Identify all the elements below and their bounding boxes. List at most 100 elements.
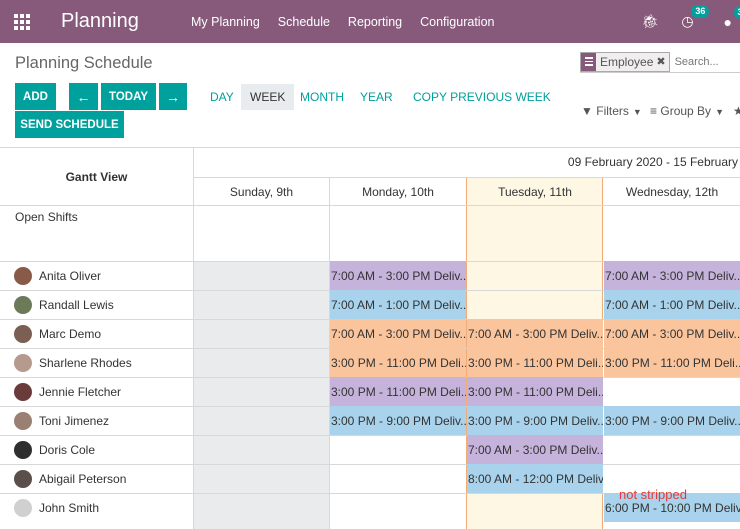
employee-row: Sharlene Rhodes bbox=[0, 348, 193, 377]
employee-row: Jennie Fletcher bbox=[0, 377, 193, 406]
menu-my-planning[interactable]: My Planning bbox=[191, 14, 260, 29]
employee-name: Doris Cole bbox=[39, 442, 96, 457]
avatar bbox=[14, 440, 32, 459]
favorites-star-icon[interactable]: ★ bbox=[733, 104, 740, 118]
add-button[interactable]: ADD bbox=[15, 83, 56, 110]
copy-previous-week-button[interactable]: COPY PREVIOUS WEEK bbox=[413, 90, 551, 104]
day-header-wednesday: Wednesday, 12th bbox=[625, 185, 719, 199]
divider bbox=[0, 147, 740, 148]
employee-row: Anita Oliver bbox=[0, 261, 193, 290]
menu-schedule[interactable]: Schedule bbox=[277, 14, 330, 29]
filters-dropdown[interactable]: ▼ Filters ▼ bbox=[581, 104, 642, 118]
avatar bbox=[14, 295, 32, 314]
date-range-title: 09 February 2020 - 15 February bbox=[567, 155, 738, 169]
shift-pill[interactable]: 3:00 PM - 11:00 PM Deli... bbox=[330, 348, 466, 377]
employee-name: Marc Demo bbox=[39, 326, 102, 341]
view-week-tab[interactable]: WEEK bbox=[241, 84, 295, 110]
open-shifts-row-label: Open Shifts bbox=[15, 210, 78, 224]
shift-pill[interactable]: 3:00 PM - 11:00 PM Deli... bbox=[604, 348, 740, 377]
shift-pill[interactable]: 3:00 PM - 11:00 PM Deli... bbox=[467, 348, 603, 377]
shift-pill[interactable]: 7:00 AM - 3:00 PM Deliv... bbox=[467, 435, 603, 464]
avatar bbox=[14, 382, 32, 401]
employee-row: Marc Demo bbox=[0, 319, 193, 348]
view-year-tab[interactable]: YEAR bbox=[360, 90, 393, 104]
day-header-tuesday: Tuesday, 11th bbox=[498, 185, 572, 199]
employee-row: Doris Cole bbox=[0, 435, 193, 464]
shift-pill[interactable]: 7:00 AM - 3:00 PM Deliv... bbox=[604, 319, 740, 348]
employee-name: John Smith bbox=[39, 500, 100, 515]
menu-configuration[interactable]: Configuration bbox=[420, 14, 495, 29]
avatar bbox=[14, 498, 32, 517]
groupby-bars-icon: ≡ bbox=[650, 104, 658, 118]
day-header-sunday: Sunday, 9th bbox=[229, 185, 294, 199]
top-navbar: Planning My Planning Schedule Reporting … bbox=[0, 0, 740, 43]
caret-down-icon: ▼ bbox=[715, 107, 724, 117]
employee-name: Anita Oliver bbox=[39, 268, 102, 283]
employee-name: Jennie Fletcher bbox=[39, 384, 122, 399]
view-day-tab[interactable]: DAY bbox=[210, 90, 234, 104]
shift-pill[interactable]: 3:00 PM - 11:00 PM Deli... bbox=[330, 377, 466, 406]
shift-pill[interactable]: 3:00 PM - 9:00 PM Deliv... bbox=[330, 406, 466, 435]
shift-pill[interactable]: 8:00 AM - 12:00 PM Deliv... bbox=[467, 464, 603, 493]
employee-row: John Smith bbox=[0, 493, 193, 522]
previous-button[interactable]: ← bbox=[69, 83, 98, 110]
avatar bbox=[14, 353, 32, 372]
day-header-monday: Monday, 10th bbox=[362, 185, 434, 199]
groupby-dropdown[interactable]: ≡ Group By ▼ bbox=[650, 104, 724, 118]
shift-pill[interactable]: 3:00 PM - 11:00 PM Deli... bbox=[467, 377, 603, 406]
facet-value: Employee bbox=[600, 54, 654, 69]
caret-down-icon: ▼ bbox=[632, 107, 642, 117]
gantt-view-title: Gantt View bbox=[65, 169, 128, 184]
divider bbox=[193, 147, 194, 529]
today-button[interactable]: TODAY bbox=[101, 83, 156, 110]
avatar bbox=[14, 411, 32, 430]
shift-pill[interactable]: 7:00 AM - 3:00 PM Deliv... bbox=[330, 261, 466, 290]
employee-name: Randall Lewis bbox=[39, 297, 114, 312]
filters-label: Filters bbox=[596, 104, 629, 118]
divider bbox=[193, 177, 740, 178]
divider bbox=[329, 178, 330, 529]
shift-pill[interactable]: 3:00 PM - 9:00 PM Deliv... bbox=[604, 406, 740, 435]
shift-pill[interactable]: 7:00 AM - 3:00 PM Deliv... bbox=[467, 319, 603, 348]
row-divider bbox=[0, 493, 740, 494]
divider bbox=[0, 205, 740, 206]
activity-clock-icon[interactable]: ◷ 36 bbox=[681, 5, 710, 30]
facet-close-icon[interactable]: ✖ bbox=[656, 56, 666, 68]
employee-name: Sharlene Rhodes bbox=[39, 355, 132, 370]
next-button[interactable]: → bbox=[159, 83, 187, 110]
search-bar: Employee ✖ bbox=[580, 51, 740, 73]
messages-count-badge: 30 bbox=[733, 5, 740, 19]
employee-name: Abigail Peterson bbox=[39, 471, 127, 486]
page-title: Planning Schedule bbox=[15, 54, 153, 72]
row-divider bbox=[0, 464, 740, 465]
shift-pill[interactable]: 7:00 AM - 1:00 PM Deliv... bbox=[330, 290, 466, 319]
shift-pill[interactable]: 7:00 AM - 3:00 PM Deliv... bbox=[330, 319, 466, 348]
search-facet[interactable]: Employee ✖ bbox=[580, 51, 670, 72]
employee-name: Toni Jimenez bbox=[39, 413, 110, 428]
shift-pill[interactable]: 6:00 PM - 10:00 PM Deliv... bbox=[604, 493, 740, 522]
filter-funnel-icon: ▼ bbox=[581, 104, 593, 118]
app-brand[interactable]: Planning bbox=[61, 10, 139, 32]
annotation-text: not stripped bbox=[619, 487, 687, 502]
shift-pill[interactable]: 7:00 AM - 3:00 PM Deliv... bbox=[604, 261, 740, 290]
menu-reporting[interactable]: Reporting bbox=[347, 14, 403, 29]
avatar bbox=[14, 324, 32, 343]
employee-row: Randall Lewis bbox=[0, 290, 193, 319]
shift-pill[interactable]: 3:00 PM - 9:00 PM Deliv... bbox=[467, 406, 603, 435]
apps-menu-icon[interactable] bbox=[14, 13, 30, 30]
groupby-label: Group By bbox=[660, 104, 712, 118]
arrow-right-icon: → bbox=[166, 88, 180, 105]
employee-row: Abigail Peterson bbox=[0, 464, 193, 493]
send-schedule-button[interactable]: SEND SCHEDULE bbox=[15, 111, 124, 138]
messages-chat-icon[interactable]: ●30 bbox=[724, 5, 740, 30]
view-month-tab[interactable]: MONTH bbox=[300, 90, 344, 104]
search-input[interactable] bbox=[674, 55, 740, 68]
avatar bbox=[14, 266, 32, 285]
shift-pill[interactable]: 7:00 AM - 1:00 PM Deliv... bbox=[604, 290, 740, 319]
avatar bbox=[14, 469, 32, 488]
past-day-column bbox=[193, 261, 330, 529]
row-divider bbox=[0, 435, 740, 436]
activity-count-badge: 36 bbox=[691, 5, 710, 18]
debug-bug-icon[interactable]: 🐞︎ bbox=[641, 13, 660, 29]
employee-row: Toni Jimenez bbox=[0, 406, 193, 435]
